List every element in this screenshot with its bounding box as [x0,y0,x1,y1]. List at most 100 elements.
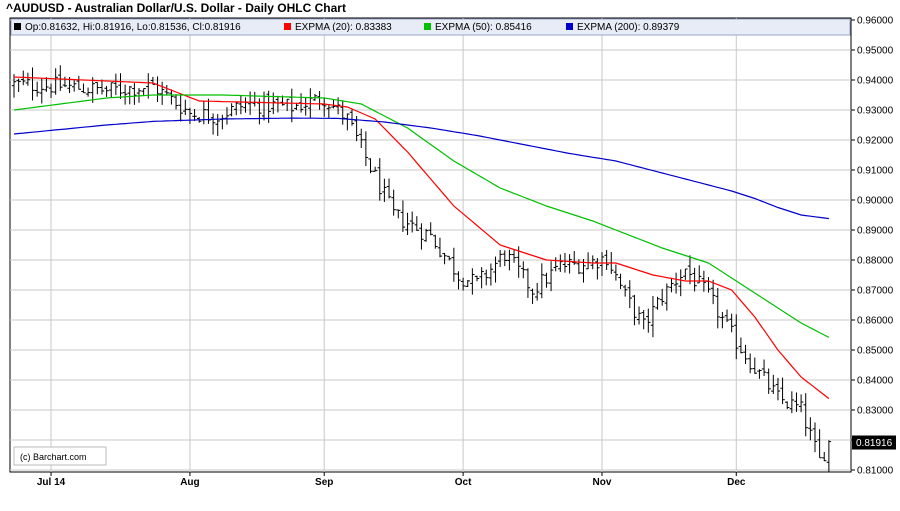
ohlc-bar [99,79,105,95]
ohlc-bar [326,104,332,118]
ohlc-bar [428,222,433,236]
ohlc-bar [530,288,535,305]
y-axis: 0.810000.820000.830000.840000.850000.860… [851,16,894,477]
legend-swatch [566,23,573,30]
x-axis: Jul 14 Aug Sep Oct Nov Dec [37,472,746,488]
ohlc-bar [627,280,632,309]
ohlc-bar [303,97,308,116]
ohlc-bar [234,101,239,116]
ohlc-bar [85,87,91,97]
ohlc-bar [822,451,827,462]
ohlc-bar [210,113,216,135]
ohlc-bar [377,158,382,201]
ohlc-bar [419,223,424,250]
ohlc-bar [183,99,188,115]
legend-label: EXPMA (200): 0.89379 [577,22,680,33]
ohlc-bar [646,308,651,333]
ohlc-bar [118,73,123,99]
ohlc-bar [683,268,688,280]
ohlc-bar [803,393,808,437]
ohlc-bar [25,72,31,86]
ohlc-bar [71,79,77,92]
ohlc-bar [465,279,470,287]
ohlc-bar [622,284,628,297]
ohlc-bar [90,77,95,103]
y-tick-label: 0.86000 [857,316,894,327]
ohlc-bar [382,178,387,202]
last-price-label: 0.81916 [856,438,893,449]
ohlc-bar [340,100,345,125]
ohlc-bar [539,263,545,299]
ohlc-bar [724,309,730,322]
ohlc-bar [655,296,660,310]
ohlc-bar [62,76,68,88]
ohlc-bar [372,166,378,172]
legend-swatch [14,23,21,30]
ohlc-bar [747,353,753,374]
ohlc-bar [479,267,484,289]
ohlc-bar [359,128,364,148]
ohlc-bar [95,81,100,95]
y-tick-label: 0.91000 [857,166,894,177]
ohlc-bar [159,81,165,105]
ema20-line [13,76,830,400]
ohlc-bar [738,337,744,354]
ohlc-bar [766,368,771,394]
ohlc-bar [720,311,725,329]
ohlc-bar [553,257,558,272]
legend-swatch [424,23,431,30]
ohlc-bar [534,282,540,301]
plot-area [9,17,852,473]
ohlc-bar [169,89,174,105]
ohlc-bar [187,107,193,125]
ohlc-bar [368,158,373,174]
ohlc-bar [423,228,429,242]
ohlc-bar [224,107,230,125]
ohlc-bar [58,65,63,91]
ohlc-bar [178,93,183,122]
ohlc-bar [192,108,197,122]
ohlc-bar [812,422,818,453]
ohlc-bar [794,392,799,412]
ema200-line [13,117,829,220]
ohlc-bar [386,178,392,199]
ohlc-bar [761,359,767,376]
ohlc-bar [238,95,244,115]
ohlc-bar [484,269,489,286]
ohlc-bar [414,216,420,231]
ohlc-bar [39,78,44,104]
ohlc-bar [734,314,739,360]
ohlc-bar [48,83,54,98]
ohlc-bar [474,275,480,282]
y-tick-label: 0.81000 [857,466,894,477]
ohlc-bar [729,313,734,333]
x-tick-label: Oct [455,477,472,488]
x-tick-label: Aug [180,477,199,488]
ohlc-bar [752,357,757,374]
y-tick-label: 0.83000 [857,406,894,417]
ohlc-bar [789,391,795,414]
credit-box [13,446,107,466]
ohlc-bar [497,250,503,267]
ohlc-bar [322,97,327,117]
ohlc-bar [660,288,665,306]
legend-label: EXPMA (20): 0.83383 [295,22,392,33]
ohlc-bar [715,287,720,329]
y-tick-label: 0.87000 [857,286,894,297]
ohlc-bar [826,440,832,472]
ohlc-bar [493,256,498,283]
legend-label: Op:0.81632, Hi:0.81916, Lo:0.81536, Cl:0… [25,22,241,33]
ema50-line [13,94,830,338]
ohlc-bar [757,369,762,379]
ohlc-bar [109,82,114,98]
ohlc-bar [405,212,410,236]
ohlc-bar [641,309,646,330]
ohlc-bar [81,83,86,94]
ohlc-bar [132,83,137,105]
ohlc-bar [798,394,804,413]
ohlc-bar [442,252,447,265]
y-tick-label: 0.95000 [857,46,894,57]
ohlc-bar [511,249,517,263]
ohlc-bar [599,251,605,276]
ohlc-bar [521,261,526,279]
